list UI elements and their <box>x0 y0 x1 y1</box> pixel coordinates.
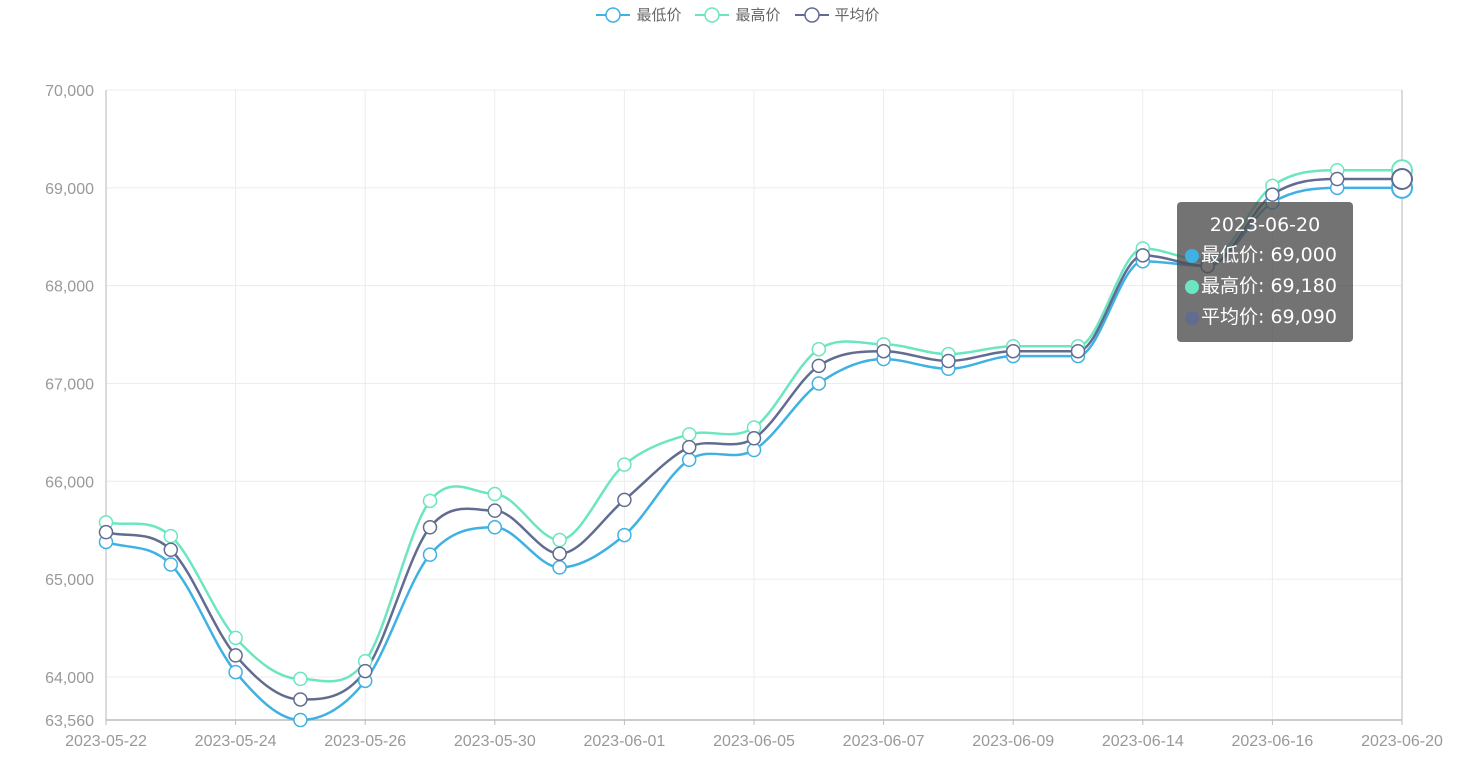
series-high-point[interactable] <box>811 341 827 357</box>
x-tick-label: 2023-06-07 <box>843 733 925 750</box>
series-high-point[interactable] <box>681 427 697 442</box>
tooltip-row-high: 最高价: 69,180 <box>1177 271 1353 302</box>
legend-avg-label: 平均价 <box>834 6 880 24</box>
grid-lines <box>105 89 1403 720</box>
series-avg-point[interactable] <box>98 524 114 540</box>
legend-item-low[interactable]: 最低价 <box>596 4 681 25</box>
y-tick-label: 65,000 <box>45 572 94 589</box>
series-high-point[interactable] <box>293 671 308 687</box>
tooltip-row-low: 最低价: 69,000 <box>1177 240 1353 271</box>
series-avg-point[interactable] <box>293 692 308 707</box>
series-high-point[interactable] <box>228 630 243 646</box>
series-low-point[interactable] <box>681 452 697 468</box>
series-avg-point[interactable] <box>1005 343 1021 359</box>
series-low-point[interactable] <box>487 520 503 535</box>
series-low-point[interactable] <box>228 664 243 680</box>
series-avg-point[interactable] <box>357 663 373 679</box>
x-tick-label: 2023-05-22 <box>65 733 147 750</box>
legend-item-avg[interactable]: 平均价 <box>794 4 880 25</box>
x-tick-label: 2023-06-01 <box>583 733 665 750</box>
x-tick-label: 2023-05-30 <box>454 733 536 750</box>
y-tick-label: 63,560 <box>45 713 94 730</box>
legend-low-label: 最低价 <box>636 6 682 24</box>
series-low-point[interactable] <box>293 712 308 728</box>
y-tick-label: 68,000 <box>45 279 94 296</box>
series-avg-point[interactable] <box>1329 171 1345 187</box>
series-avg-point[interactable] <box>163 542 179 558</box>
x-tick-label: 2023-06-16 <box>1231 733 1313 750</box>
x-tick-label: 2023-06-05 <box>713 733 795 750</box>
series-points[interactable] <box>98 159 1413 728</box>
x-tick-label: 2023-06-09 <box>972 733 1054 750</box>
tooltip-avg-text: 平均价: 69,090 <box>1201 306 1337 328</box>
series-low-point[interactable] <box>422 547 438 562</box>
series-high-point[interactable] <box>163 528 179 544</box>
x-tick-label: 2023-06-14 <box>1102 733 1184 750</box>
tooltip-low-text: 最低价: 69,000 <box>1201 244 1337 266</box>
y-tick-label: 69,000 <box>45 181 94 198</box>
series-low-point[interactable] <box>811 376 827 391</box>
tooltip: 2023-06-20 最低价: 69,000 最高价: 69,180 平均价: … <box>1177 202 1353 342</box>
series-avg-point[interactable] <box>681 439 697 455</box>
series-avg-point[interactable] <box>941 353 956 369</box>
series-low-point[interactable] <box>163 557 179 572</box>
y-tick-label: 67,000 <box>45 376 94 393</box>
axes: 63,560 64,000 65,000 66,000 67,000 68,000 69,0… <box>45 83 1443 750</box>
x-tick-label: 2023-05-26 <box>324 733 406 750</box>
tooltip-high-dot-icon <box>1185 279 1199 294</box>
series-avg-point[interactable] <box>746 431 762 446</box>
series-avg-point[interactable] <box>811 358 827 374</box>
series-avg-point[interactable] <box>422 520 438 535</box>
legend-high-label: 最高价 <box>735 6 781 24</box>
series-high-point[interactable] <box>552 532 567 548</box>
series-avg-point[interactable] <box>617 492 632 508</box>
series-avg-point[interactable] <box>876 343 891 359</box>
tooltip-high-text: 最高价: 69,180 <box>1201 275 1337 297</box>
series-avg-point[interactable] <box>1391 168 1413 191</box>
series-high-point[interactable] <box>487 486 503 502</box>
tooltip-avg-dot-icon <box>1185 310 1199 325</box>
tooltip-row-avg: 平均价: 69,090 <box>1177 302 1353 333</box>
y-tick-label: 66,000 <box>45 474 94 491</box>
series-high-point[interactable] <box>422 493 438 509</box>
series-avg-point[interactable] <box>1070 343 1086 359</box>
tooltip-title: 2023-06-20 <box>1209 214 1321 236</box>
x-tick-label: 2023-06-20 <box>1361 733 1443 750</box>
series-low-point[interactable] <box>617 527 632 543</box>
series-avg-point[interactable] <box>1265 187 1280 202</box>
series-low-point[interactable] <box>552 560 567 575</box>
series-avg-point[interactable] <box>552 546 567 561</box>
tooltip-low-dot-icon <box>1185 248 1199 263</box>
legend-avg-icon <box>794 6 829 23</box>
x-tick-label: 2023-05-24 <box>195 733 277 750</box>
series-avg-point[interactable] <box>487 503 503 518</box>
series-avg-point[interactable] <box>1135 248 1151 263</box>
legend-high-icon <box>695 6 730 23</box>
y-tick-label: 70,000 <box>45 83 94 100</box>
legend-item-high[interactable]: 最高价 <box>695 4 781 25</box>
series-high-point[interactable] <box>617 457 632 472</box>
legend-low-icon <box>596 6 631 23</box>
series-avg-point[interactable] <box>228 648 243 663</box>
y-tick-label: 64,000 <box>45 670 94 687</box>
legend: 最低价 最高价 平均价 <box>0 4 1476 25</box>
